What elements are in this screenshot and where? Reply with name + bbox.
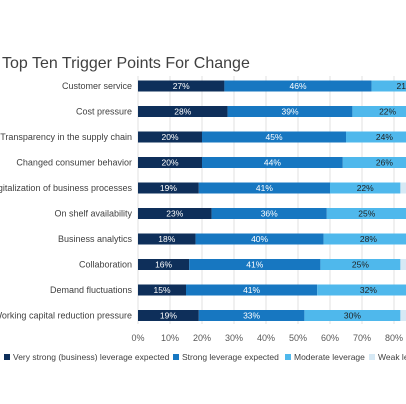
bar-segment <box>198 310 305 321</box>
bar-segment <box>198 182 330 194</box>
bar-data-label: 32% <box>360 285 377 295</box>
bar-segment <box>352 106 406 117</box>
bar-segment <box>346 131 406 143</box>
category-label: Digitalization of business processes <box>0 183 132 193</box>
category-label: Demand fluctuations <box>50 285 133 295</box>
bar-segment <box>138 182 199 194</box>
gridlines <box>137 76 395 324</box>
bar-segment <box>195 233 324 245</box>
bar-data-label: 18% <box>158 234 175 244</box>
bar-data-label: 28% <box>174 107 191 117</box>
bar-segment <box>138 208 212 219</box>
bar-segment <box>189 259 321 270</box>
bar-segment <box>371 80 406 92</box>
bar-segment <box>138 157 202 168</box>
x-tick-label: 70% <box>353 333 371 343</box>
category-label: Collaboration <box>79 260 132 270</box>
bar-segment <box>138 259 190 270</box>
bar-segment <box>138 310 199 321</box>
bar-data-label: 19% <box>160 183 177 193</box>
legend-label: Moderate leverage <box>294 352 365 362</box>
bar-segment <box>317 284 406 296</box>
bar-data-label: 45% <box>265 132 282 142</box>
bar-data-label: 24% <box>376 132 393 142</box>
bar-segment <box>323 233 406 245</box>
x-axis-tick-labels: 0% 10% 20% 30% 40% 50% 60% 70% 80% <box>131 333 403 343</box>
bar-data-label: 15% <box>153 285 170 295</box>
chart-title: Top Ten Trigger Points For Change <box>2 55 250 72</box>
bar-segment <box>400 310 406 321</box>
bar-data-label: 22% <box>379 107 396 117</box>
bar-data-label: 36% <box>261 209 278 219</box>
bar-segment <box>138 131 202 143</box>
category-label: Changed consumer behavior <box>16 158 132 168</box>
x-tick-label: 30% <box>225 333 243 343</box>
bar-data-label: 26% <box>376 158 393 168</box>
bar-data-label: 33% <box>243 311 260 321</box>
category-label: Working capital reduction pressure <box>0 311 132 321</box>
legend-swatch <box>369 354 375 360</box>
x-tick-label: 80% <box>385 333 403 343</box>
bar-segment <box>400 182 406 194</box>
bar-segment <box>320 259 401 270</box>
bar-data-label: 19% <box>160 311 177 321</box>
category-label: On shelf availability <box>54 209 132 219</box>
bar-data-label: 39% <box>281 107 298 117</box>
bar-data-label: 25% <box>352 260 369 270</box>
bar-segment <box>224 80 372 92</box>
bar-segment <box>211 208 327 219</box>
bar-data-label: 25% <box>358 209 375 219</box>
category-label: Transparency in the supply chain <box>0 132 132 142</box>
bar-segment <box>342 157 406 168</box>
bar-segment <box>202 157 343 168</box>
legend-label: Weak lev <box>378 352 406 362</box>
x-tick-label: 50% <box>289 333 307 343</box>
bar-data-label: 16% <box>155 260 172 270</box>
bar-segment <box>227 106 353 117</box>
legend-label: Strong leverage expected <box>182 352 279 362</box>
bar-data-label: 41% <box>246 260 263 270</box>
category-label: Cost pressure <box>76 107 132 117</box>
bar-segment <box>138 233 196 245</box>
bar-data-label: 44% <box>264 158 281 168</box>
bar-segment <box>186 284 318 296</box>
bar-data-label: 23% <box>166 209 183 219</box>
bar-data-label: 20% <box>161 158 178 168</box>
bar-data-label: 27% <box>173 81 190 91</box>
legend-label: Very strong (business) leverage expected <box>13 352 170 362</box>
bar-segment <box>202 131 346 143</box>
bar-data-label: 30% <box>344 311 361 321</box>
category-labels: Customer service Cost pressure Transparenc… <box>0 81 132 321</box>
bar-data-label: 46% <box>289 81 306 91</box>
bar-data-label: 21 <box>397 81 406 91</box>
legend-swatch <box>285 354 291 360</box>
x-tick-label: 10% <box>161 333 179 343</box>
bar-segment <box>400 259 406 270</box>
x-tick-label: 60% <box>321 333 339 343</box>
bar-data-label: 28% <box>360 234 377 244</box>
bar-segment <box>304 310 401 321</box>
bar-segment <box>326 208 406 219</box>
bar-data-label: 22% <box>357 183 374 193</box>
x-tick-label: 0% <box>131 333 144 343</box>
legend-swatch <box>173 354 179 360</box>
category-label: Business analytics <box>58 234 133 244</box>
legend-swatch <box>4 354 10 360</box>
bar-data-label: 41% <box>256 183 273 193</box>
bar-segment <box>138 106 228 117</box>
x-tick-label: 40% <box>257 333 275 343</box>
category-label: Customer service <box>62 81 132 91</box>
x-tick-label: 20% <box>193 333 211 343</box>
bar-segment <box>138 284 186 296</box>
bars: 27% 46% 21 28% 39% 22% 20% 45% 24% 20% 44% 26% 19% 41… <box>138 80 406 321</box>
bar-segment <box>138 80 225 92</box>
legend: Very strong (business) leverage expected… <box>4 352 406 362</box>
bar-data-label: 41% <box>243 285 260 295</box>
bar-segment <box>330 182 401 194</box>
bar-data-label: 40% <box>251 234 268 244</box>
bar-data-label: 20% <box>161 132 178 142</box>
